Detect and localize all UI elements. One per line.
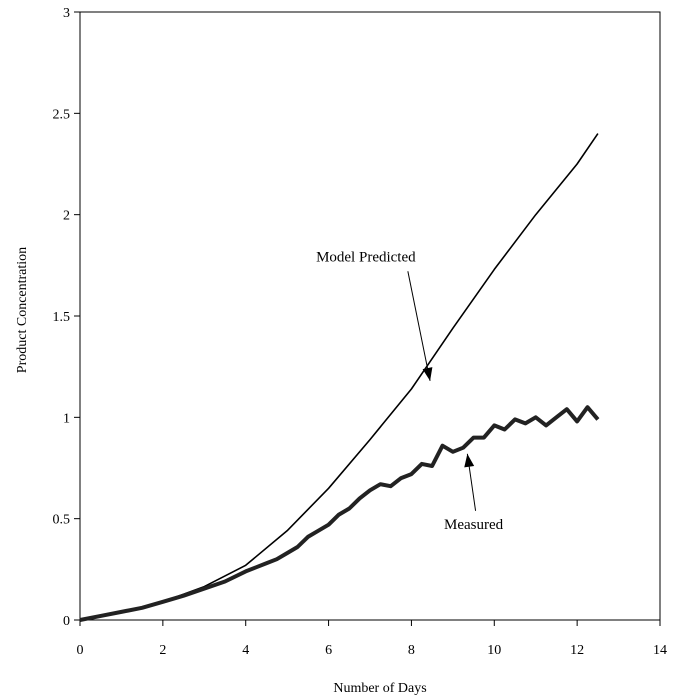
y-tick-label: 0 [63,614,70,629]
y-tick-label: 1.5 [53,310,71,325]
y-tick-label: 2 [63,209,70,224]
y-tick-label: 0.5 [53,513,71,528]
model-predicted-line [79,133,599,621]
x-tick-label: 6 [325,643,332,658]
y-axis-label: Product Concentration [15,247,30,373]
annotation-arrow-head [422,367,433,381]
annotation-layer: Model Predicted Measured [316,249,504,533]
plot-frame [79,11,661,621]
x-tick-label: 2 [159,643,166,658]
annotation-arrow-head [464,453,475,468]
y-tick-label: 1 [63,411,70,426]
plot-area: 0 0.5 1 1.5 2 2.5 3 0 2 4 6 8 10 12 14 Model Predicte… [53,6,668,658]
annotation-arrow-line [407,271,431,381]
series-layer [79,133,600,622]
annotation-model-predicted: Model Predicted [316,249,416,265]
x-axis-label: Number of Days [333,681,426,696]
x-tick-label: 0 [77,643,84,658]
y-tick-label: 2.5 [53,107,71,122]
x-tick-label: 8 [408,643,415,658]
x-axis-ticks: 0 2 4 6 8 10 12 14 [77,620,667,658]
x-tick-label: 4 [242,643,249,658]
annotation-measured: Measured [444,517,504,533]
measured-line [79,405,600,622]
x-tick-label: 14 [653,643,667,658]
y-tick-label: 3 [63,6,70,21]
x-tick-label: 12 [570,643,584,658]
y-axis-ticks: 0 0.5 1 1.5 2 2.5 3 [53,6,80,629]
x-tick-label: 10 [487,643,501,658]
